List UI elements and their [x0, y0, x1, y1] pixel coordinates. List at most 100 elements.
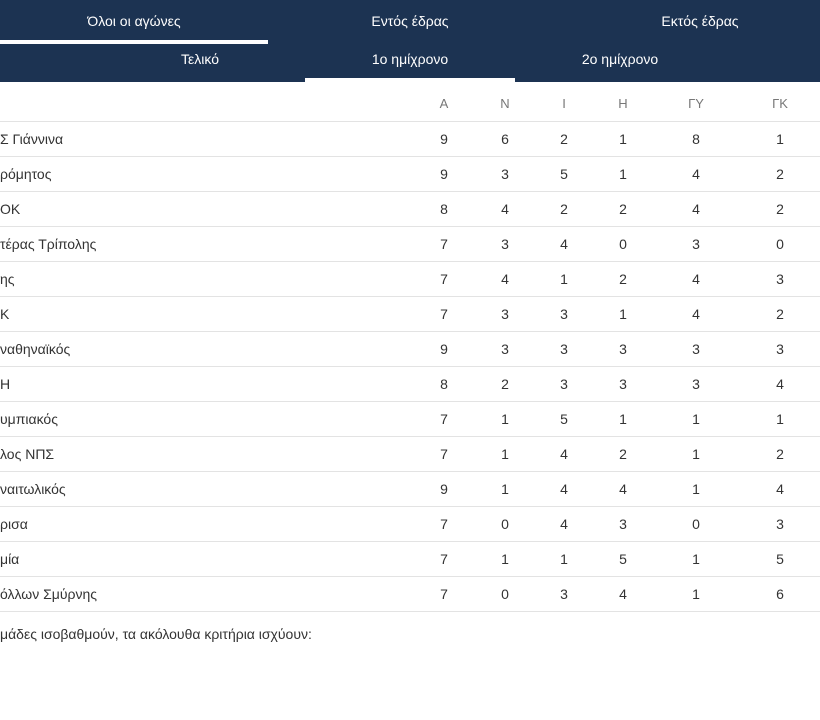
team-name: Σ Γιάννινα: [0, 131, 64, 147]
cell-losses: 1: [619, 131, 627, 147]
cell-losses: 0: [619, 236, 627, 252]
team-name: ης: [0, 271, 15, 287]
team-name: τέρας Τρίπολης: [0, 236, 97, 252]
table-row[interactable]: Σ Γιάννινα 9 6 2 1 8 1: [0, 121, 820, 157]
cell-losses: 3: [619, 341, 627, 357]
cell-losses: 2: [619, 271, 627, 287]
cell-draws: 4: [560, 446, 568, 462]
cell-wins: 3: [501, 306, 509, 322]
cell-losses: 2: [619, 446, 627, 462]
team-name: ρόμητος: [0, 166, 52, 182]
cell-goals-for: 0: [692, 516, 700, 532]
table-bottom-divider: [0, 611, 820, 612]
tab-all-matches[interactable]: Όλοι οι αγώνες: [87, 13, 181, 29]
cell-goals-for: 1: [692, 411, 700, 427]
cell-goals-for: 3: [692, 376, 700, 392]
cell-goals-against: 0: [776, 236, 784, 252]
cell-losses: 5: [619, 551, 627, 567]
table-row[interactable]: ης 7 4 1 2 4 3: [0, 261, 820, 297]
cell-losses: 2: [619, 201, 627, 217]
cell-played: 7: [440, 411, 448, 427]
tab-first-half[interactable]: 1ο ημίχρονο: [371, 51, 449, 67]
cell-goals-for: 4: [692, 201, 700, 217]
table-row[interactable]: λος ΝΠΣ 7 1 4 2 1 2: [0, 436, 820, 472]
cell-draws: 4: [560, 481, 568, 497]
cell-draws: 5: [560, 411, 568, 427]
cell-losses: 1: [619, 166, 627, 182]
cell-wins: 3: [501, 166, 509, 182]
cell-goals-against: 2: [776, 166, 784, 182]
table-row[interactable]: Η 8 2 3 3 3 4: [0, 366, 820, 402]
cell-draws: 2: [560, 131, 568, 147]
tab-final[interactable]: Τελικό: [181, 51, 219, 67]
team-name: Κ: [0, 306, 10, 322]
table-row[interactable]: ΟΚ 8 4 2 2 4 2: [0, 191, 820, 227]
table-row[interactable]: τέρας Τρίπολης 7 3 4 0 3 0: [0, 226, 820, 262]
cell-wins: 4: [501, 271, 509, 287]
column-header-goals-against: ΓΚ: [772, 96, 788, 111]
team-name: ρισα: [0, 516, 28, 532]
team-name: μία: [0, 551, 20, 567]
table-row[interactable]: ρισα 7 0 4 3 0 3: [0, 506, 820, 542]
cell-goals-against: 2: [776, 446, 784, 462]
table-row[interactable]: μία 7 1 1 5 1 5: [0, 541, 820, 577]
team-name: όλλων Σμύρνης: [0, 586, 98, 602]
team-name: Η: [0, 376, 11, 392]
cell-draws: 3: [560, 376, 568, 392]
cell-played: 8: [440, 376, 448, 392]
cell-draws: 3: [560, 341, 568, 357]
cell-draws: 1: [560, 551, 568, 567]
team-name: ΟΚ: [0, 201, 21, 217]
cell-losses: 1: [619, 411, 627, 427]
cell-goals-against: 2: [776, 306, 784, 322]
cell-played: 7: [440, 306, 448, 322]
cell-goals-for: 4: [692, 166, 700, 182]
tab-second-half[interactable]: 2ο ημίχρονο: [581, 51, 659, 67]
table-row[interactable]: ναθηναϊκός 9 3 3 3 3 3: [0, 331, 820, 367]
column-header-draws: Ι: [562, 96, 566, 111]
column-header-wins: Ν: [500, 96, 510, 111]
cell-draws: 1: [560, 271, 568, 287]
cell-wins: 0: [501, 586, 509, 602]
cell-played: 7: [440, 586, 448, 602]
table-row[interactable]: Κ 7 3 3 1 4 2: [0, 296, 820, 332]
cell-goals-for: 3: [692, 341, 700, 357]
cell-goals-against: 1: [776, 411, 784, 427]
cell-draws: 3: [560, 586, 568, 602]
cell-draws: 4: [560, 236, 568, 252]
cell-goals-for: 1: [692, 446, 700, 462]
tab-first-half-indicator: [305, 78, 515, 82]
team-name: υμπιακός: [0, 411, 58, 427]
cell-goals-for: 1: [692, 551, 700, 567]
cell-losses: 3: [619, 376, 627, 392]
tab-all-matches-indicator: [0, 40, 268, 44]
table-row[interactable]: ρόμητος 9 3 5 1 4 2: [0, 156, 820, 192]
tab-home[interactable]: Εντός έδρας: [371, 13, 449, 29]
cell-wins: 2: [501, 376, 509, 392]
cell-goals-for: 8: [692, 131, 700, 147]
column-header-played: Α: [439, 96, 449, 111]
cell-played: 7: [440, 446, 448, 462]
cell-losses: 4: [619, 481, 627, 497]
cell-played: 9: [440, 166, 448, 182]
cell-wins: 4: [501, 201, 509, 217]
cell-played: 9: [440, 341, 448, 357]
table-row[interactable]: ναιτωλικός 9 1 4 4 1 4: [0, 471, 820, 507]
team-name: ναιτωλικός: [0, 481, 66, 497]
cell-played: 7: [440, 551, 448, 567]
cell-losses: 4: [619, 586, 627, 602]
tab-away[interactable]: Εκτός έδρας: [661, 13, 739, 29]
table-row[interactable]: υμπιακός 7 1 5 1 1 1: [0, 401, 820, 437]
cell-goals-for: 4: [692, 306, 700, 322]
top-navigation-bar: Όλοι οι αγώνες Εντός έδρας Εκτός έδρας Τ…: [0, 0, 820, 82]
cell-draws: 4: [560, 516, 568, 532]
team-name: λος ΝΠΣ: [0, 446, 55, 462]
cell-played: 7: [440, 271, 448, 287]
table-row[interactable]: όλλων Σμύρνης 7 0 3 4 1 6: [0, 576, 820, 612]
cell-goals-against: 6: [776, 586, 784, 602]
cell-goals-for: 1: [692, 586, 700, 602]
cell-draws: 3: [560, 306, 568, 322]
cell-played: 7: [440, 236, 448, 252]
cell-draws: 2: [560, 201, 568, 217]
cell-played: 9: [440, 131, 448, 147]
